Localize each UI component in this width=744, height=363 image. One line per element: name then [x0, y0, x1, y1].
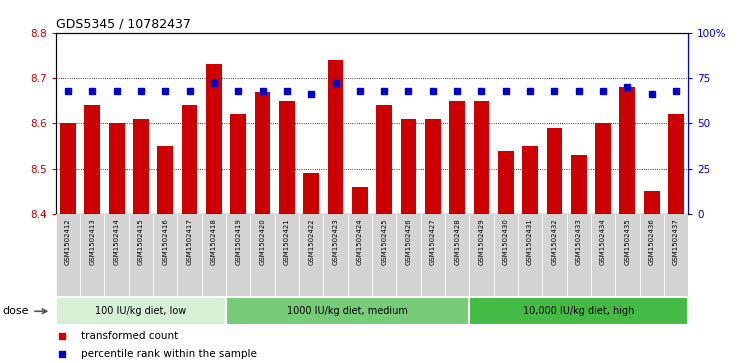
Bar	[133, 119, 149, 214]
Text: GSM1502424: GSM1502424	[357, 218, 363, 265]
Bar	[254, 92, 271, 214]
Text: GSM1502425: GSM1502425	[381, 218, 387, 265]
Text: GSM1502427: GSM1502427	[430, 218, 436, 265]
Bar	[153, 214, 177, 296]
Bar	[372, 214, 397, 296]
Text: GDS5345 / 10782437: GDS5345 / 10782437	[56, 17, 190, 30]
Bar	[518, 214, 542, 296]
Bar	[425, 119, 440, 214]
Bar	[567, 214, 591, 296]
Bar	[595, 123, 611, 214]
Text: GSM1502414: GSM1502414	[114, 218, 120, 265]
Bar	[56, 214, 80, 296]
Bar	[547, 128, 562, 214]
Bar	[347, 214, 372, 296]
Bar	[400, 119, 417, 214]
Text: GSM1502437: GSM1502437	[673, 218, 679, 265]
Text: GSM1502412: GSM1502412	[65, 218, 71, 265]
Text: GSM1502435: GSM1502435	[624, 218, 630, 265]
Text: GSM1502434: GSM1502434	[600, 218, 606, 265]
Text: percentile rank within the sample: percentile rank within the sample	[81, 349, 257, 359]
Bar	[640, 214, 664, 296]
Text: GSM1502429: GSM1502429	[478, 218, 484, 265]
Bar	[469, 214, 493, 296]
Text: GSM1502415: GSM1502415	[138, 218, 144, 265]
Bar	[493, 214, 518, 296]
Bar	[324, 214, 347, 296]
Text: transformed count: transformed count	[81, 331, 179, 341]
Bar	[571, 155, 587, 214]
Bar	[231, 114, 246, 214]
Bar	[469, 297, 688, 325]
Bar	[327, 60, 344, 214]
Bar	[251, 214, 275, 296]
Bar	[182, 105, 197, 214]
Bar	[445, 214, 469, 296]
Text: GSM1502422: GSM1502422	[308, 218, 314, 265]
Text: GSM1502433: GSM1502433	[576, 218, 582, 265]
Bar	[542, 214, 567, 296]
Bar	[206, 65, 222, 214]
Bar	[109, 123, 124, 214]
Bar	[304, 174, 319, 214]
Text: dose: dose	[3, 306, 47, 316]
Bar	[279, 101, 295, 214]
Text: GSM1502416: GSM1502416	[162, 218, 168, 265]
Bar	[80, 214, 104, 296]
Bar	[620, 87, 635, 214]
Text: GSM1502426: GSM1502426	[405, 218, 411, 265]
Text: GSM1502419: GSM1502419	[235, 218, 241, 265]
Text: GSM1502430: GSM1502430	[503, 218, 509, 265]
Text: 100 IU/kg diet, low: 100 IU/kg diet, low	[95, 306, 187, 316]
Bar	[60, 123, 76, 214]
Bar	[498, 151, 513, 214]
Bar	[157, 146, 173, 214]
Bar	[104, 214, 129, 296]
Text: GSM1502418: GSM1502418	[211, 218, 217, 265]
Bar	[202, 214, 226, 296]
Bar	[644, 192, 660, 214]
Bar	[226, 214, 251, 296]
Text: GSM1502436: GSM1502436	[649, 218, 655, 265]
Bar	[84, 105, 100, 214]
Bar	[615, 214, 640, 296]
Text: GSM1502413: GSM1502413	[89, 218, 95, 265]
Bar	[275, 214, 299, 296]
Bar	[668, 114, 684, 214]
Bar	[449, 101, 465, 214]
Text: GSM1502421: GSM1502421	[284, 218, 290, 265]
Bar	[226, 297, 469, 325]
Text: 1000 IU/kg diet, medium: 1000 IU/kg diet, medium	[287, 306, 408, 316]
Text: GSM1502423: GSM1502423	[333, 218, 339, 265]
Text: GSM1502420: GSM1502420	[260, 218, 266, 265]
Bar	[473, 101, 490, 214]
Bar	[420, 214, 445, 296]
Bar	[664, 214, 688, 296]
Bar	[376, 105, 392, 214]
Text: GSM1502431: GSM1502431	[527, 218, 533, 265]
Text: 10,000 IU/kg diet, high: 10,000 IU/kg diet, high	[523, 306, 635, 316]
Bar	[522, 146, 538, 214]
Bar	[591, 214, 615, 296]
Bar	[177, 214, 202, 296]
Bar	[397, 214, 420, 296]
Bar	[352, 187, 368, 214]
Bar	[299, 214, 324, 296]
Bar	[56, 297, 226, 325]
Text: GSM1502417: GSM1502417	[187, 218, 193, 265]
Text: GSM1502432: GSM1502432	[551, 218, 557, 265]
Text: GSM1502428: GSM1502428	[454, 218, 460, 265]
Bar	[129, 214, 153, 296]
